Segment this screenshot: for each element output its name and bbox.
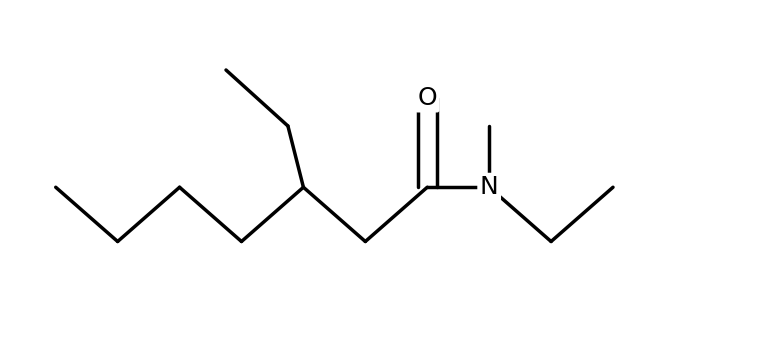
Text: O: O	[417, 86, 437, 110]
Text: N: N	[480, 175, 498, 199]
